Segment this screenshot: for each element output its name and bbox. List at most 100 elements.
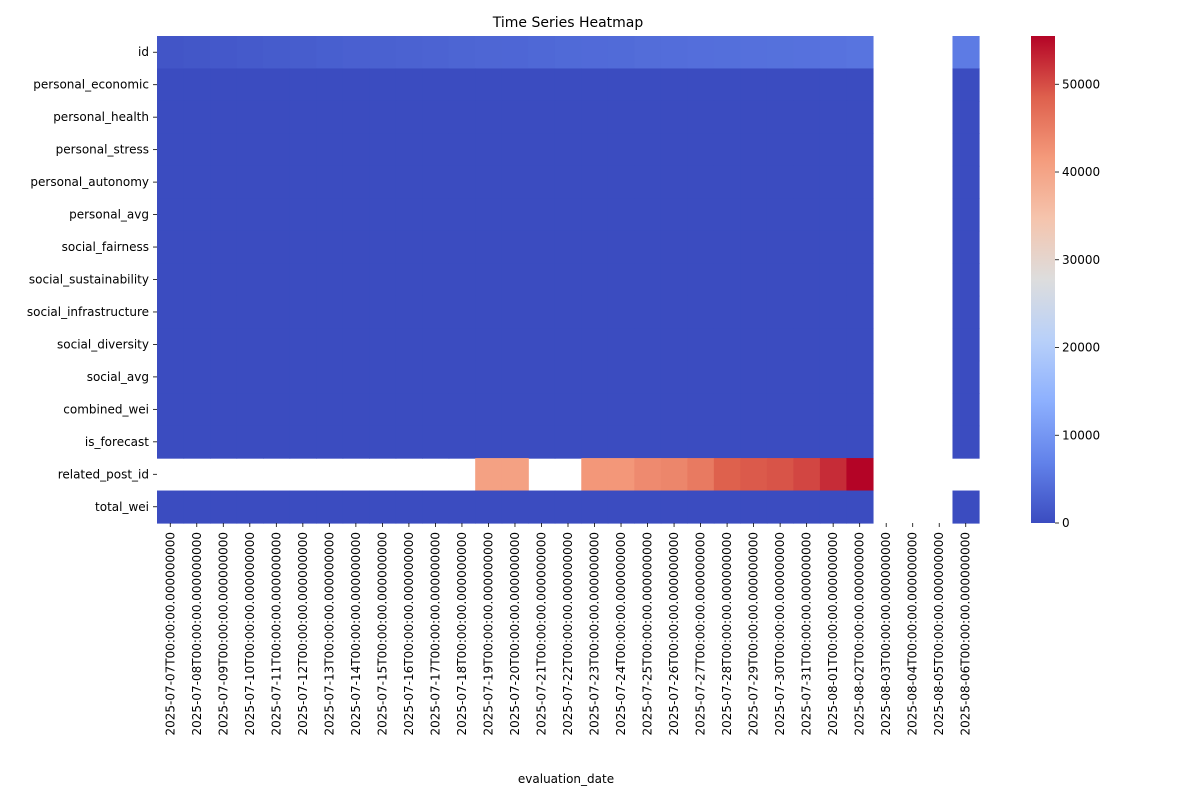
- heatmap-cell: [263, 133, 291, 167]
- heatmap-cell: [422, 133, 450, 167]
- heatmap-cell: [766, 425, 794, 459]
- heatmap-cell: [819, 165, 848, 199]
- heatmap-cell: [183, 360, 211, 394]
- heatmap-cell: [210, 230, 238, 264]
- heatmap-cell: [369, 425, 397, 459]
- heatmap-cell: [475, 425, 503, 459]
- heatmap-cell: [422, 393, 450, 427]
- heatmap-cell: [793, 230, 821, 264]
- heatmap-cell: [448, 165, 476, 199]
- heatmap-cell: [183, 68, 211, 102]
- column-label: 2025-08-06T00:00:00.000000000: [959, 532, 973, 736]
- heatmap-cell: [289, 490, 317, 524]
- heatmap-cell: [846, 328, 874, 362]
- heatmap-cell: [793, 68, 821, 102]
- column-label: 2025-07-07T00:00:00.000000000: [163, 532, 177, 736]
- heatmap-cell: [660, 100, 688, 134]
- heatmap-cell: [422, 68, 450, 102]
- heatmap-cell: [263, 100, 291, 134]
- heatmap-cell: [289, 100, 317, 134]
- heatmap-cell: [660, 68, 688, 102]
- heatmap-cell: [687, 133, 715, 167]
- heatmap-cell: [289, 328, 317, 362]
- heatmap-cell: [766, 133, 794, 167]
- row-labels: id personal_economic personal_healthperson…: [27, 45, 157, 514]
- heatmap-cell: [501, 165, 529, 199]
- heatmap-cell: [766, 36, 794, 70]
- heatmap-cell: [369, 198, 397, 232]
- row-label: personal_stress: [56, 143, 149, 157]
- heatmap-cell: [687, 165, 715, 199]
- heatmap-cell: [342, 490, 370, 524]
- heatmap-cell: [210, 100, 238, 134]
- heatmap-cell: [448, 100, 476, 134]
- heatmap-cell: [634, 328, 662, 362]
- heatmap-cell: [634, 458, 662, 492]
- heatmap-cell: [607, 36, 635, 70]
- heatmap-cell: [422, 100, 450, 134]
- heatmap-cell: [342, 165, 370, 199]
- heatmap-cell: [369, 68, 397, 102]
- column-labels: 2025-07-07T00:00:00.000000000 2025-07-08T…: [163, 523, 973, 736]
- heatmap-cell: [157, 100, 185, 134]
- heatmap-cell: [422, 328, 450, 362]
- heatmap-cell: [766, 263, 794, 297]
- heatmap-cell: [263, 490, 291, 524]
- heatmap-cell: [846, 68, 874, 102]
- heatmap-cell: [793, 425, 821, 459]
- heatmap-cell: [342, 425, 370, 459]
- heatmap-cell: [634, 490, 662, 524]
- heatmap-cell: [316, 360, 344, 394]
- heatmap-cell: [846, 100, 874, 134]
- heatmap-cell: [448, 425, 476, 459]
- heatmap-cell: [660, 295, 688, 329]
- heatmap-cell: [316, 165, 344, 199]
- colorbar-tick-label: 10000: [1062, 428, 1100, 442]
- heatmap-cell: [183, 230, 211, 264]
- column-label: 2025-07-16T00:00:00.000000000: [402, 532, 416, 736]
- heatmap-cell: [581, 458, 609, 492]
- heatmap-cell: [846, 490, 874, 524]
- heatmap-cell: [528, 198, 556, 232]
- heatmap-cell: [687, 295, 715, 329]
- heatmap-cell: [952, 490, 980, 524]
- heatmap-cell: [316, 393, 344, 427]
- heatmap-cell: [607, 360, 635, 394]
- heatmap-cell: [263, 36, 291, 70]
- chart-title: Time Series Heatmap: [492, 15, 644, 31]
- heatmap-cell: [263, 360, 291, 394]
- heatmap-cell: [342, 295, 370, 329]
- heatmap-cell: [581, 328, 609, 362]
- heatmap-cell: [634, 360, 662, 394]
- heatmap-cell: [581, 393, 609, 427]
- heatmap-cell: [342, 36, 370, 70]
- heatmap-cell: [395, 263, 423, 297]
- heatmap-cell: [660, 328, 688, 362]
- heatmap-cell: [687, 458, 715, 492]
- heatmap-cell: [819, 68, 848, 102]
- heatmap-cell: [263, 263, 291, 297]
- heatmap-cell: [395, 360, 423, 394]
- heatmap-cell: [369, 490, 397, 524]
- heatmap-cell: [740, 360, 768, 394]
- heatmap-cell: [342, 68, 370, 102]
- heatmap-cell: [422, 230, 450, 264]
- heatmap-cell: [607, 263, 635, 297]
- heatmap-cell: [342, 263, 370, 297]
- heatmap-cell: [554, 165, 582, 199]
- heatmap-cell: [263, 230, 291, 264]
- heatmap-cell: [316, 295, 344, 329]
- heatmap-cell: [660, 263, 688, 297]
- column-label: 2025-07-11T00:00:00.000000000: [269, 532, 283, 736]
- heatmap-cell: [210, 68, 238, 102]
- heatmap-cell: [236, 68, 264, 102]
- heatmap-cell: [369, 100, 397, 134]
- heatmap-cell: [501, 198, 529, 232]
- heatmap-cell: [846, 165, 874, 199]
- heatmap-cell: [395, 230, 423, 264]
- heatmap-cell: [819, 198, 848, 232]
- heatmap-cell: [183, 295, 211, 329]
- heatmap-cell: [952, 295, 980, 329]
- heatmap-cell: [183, 328, 211, 362]
- column-label: 2025-07-24T00:00:00.000000000: [614, 532, 628, 736]
